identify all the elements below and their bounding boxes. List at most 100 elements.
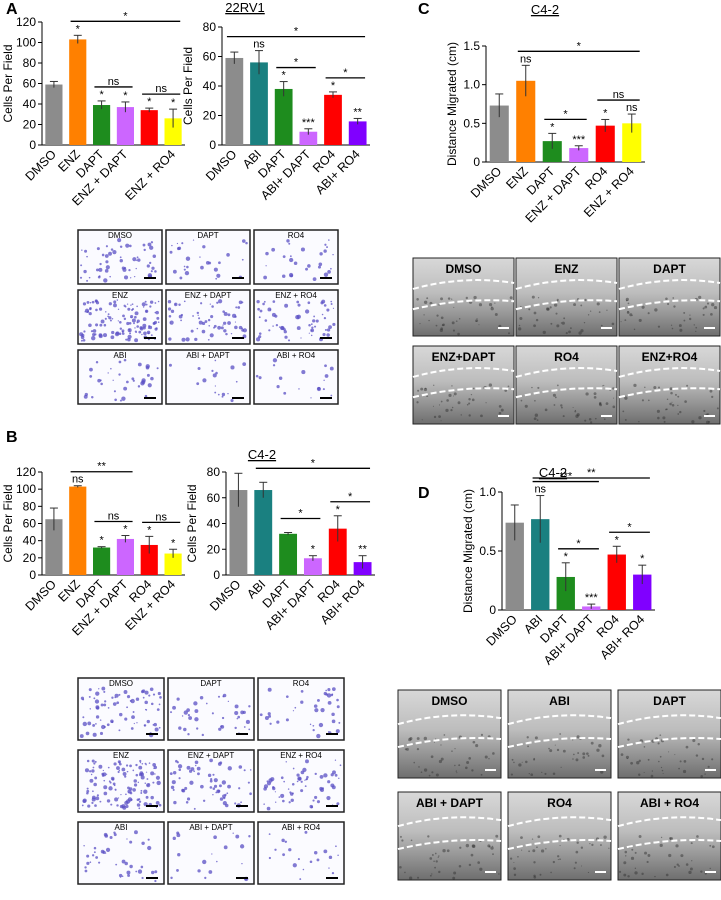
cell-speck: [102, 850, 106, 855]
cell-speck: [90, 773, 93, 776]
texture-speck: [596, 748, 600, 752]
cell-speck: [119, 804, 124, 809]
texture-speck: [709, 867, 711, 870]
cell-speck: [102, 333, 108, 338]
cell-speck: [95, 323, 99, 327]
cell-speck: [104, 269, 109, 273]
significance-label: *: [76, 23, 81, 35]
cell-speck: [336, 705, 340, 709]
texture-speck: [603, 384, 605, 387]
cell-speck: [221, 395, 224, 398]
texture-speck: [700, 774, 703, 778]
cell-speck: [323, 773, 328, 778]
cell-speck: [109, 275, 111, 278]
cell-speck: [211, 305, 214, 308]
texture-speck: [416, 298, 419, 301]
texture-speck: [534, 399, 536, 402]
texture-speck: [677, 413, 680, 415]
error-bar: [73, 485, 82, 488]
cell-speck: [259, 309, 263, 313]
texture-speck: [531, 295, 535, 299]
cell-speck: [125, 804, 129, 808]
cell-speck: [147, 332, 150, 335]
texture-speck: [668, 853, 672, 858]
texture-speck: [450, 409, 453, 412]
y-axis-label: Cells Per Field: [181, 47, 195, 125]
cell-speck: [131, 377, 135, 381]
cell-speck: [170, 309, 175, 314]
cell-speck: [326, 795, 331, 801]
cell-speck: [241, 328, 245, 332]
cell-speck: [196, 382, 200, 386]
micrograph-label: DAPT: [653, 262, 686, 276]
cell-speck: [100, 703, 104, 707]
error-bar: [230, 51, 239, 64]
cell-speck: [323, 304, 327, 307]
cell-speck: [92, 790, 94, 793]
cell-speck: [86, 279, 89, 282]
cell-speck: [127, 874, 131, 877]
y-tick-label: 40: [203, 79, 217, 93]
cell-speck: [124, 305, 127, 308]
x-tick-label: DMSO: [468, 164, 505, 201]
texture-speck: [606, 309, 608, 311]
texture-speck: [401, 839, 404, 842]
texture-speck: [440, 316, 444, 320]
cell-speck: [298, 388, 300, 390]
texture-speck: [556, 324, 560, 328]
cell-speck: [144, 782, 147, 785]
cell-speck: [144, 394, 148, 398]
texture-speck: [468, 414, 471, 417]
y-tick-label: 1.0: [463, 78, 480, 92]
texture-speck: [420, 387, 424, 391]
cell-speck: [288, 848, 292, 852]
cell-speck: [324, 243, 327, 246]
cell-speck: [258, 376, 262, 380]
cell-speck: [98, 275, 101, 278]
texture-speck: [498, 324, 502, 328]
y-tick-label: 0: [213, 568, 220, 582]
texture-speck: [671, 327, 674, 330]
chart-title: 22RV1: [225, 0, 265, 15]
cell-speck: [135, 773, 139, 777]
texture-speck: [630, 761, 634, 765]
cell-speck: [201, 329, 206, 334]
cell-speck: [241, 258, 244, 261]
texture-speck: [518, 324, 521, 327]
cell-speck: [95, 361, 99, 364]
cell-speck: [312, 277, 317, 282]
micrograph-label: DAPT: [653, 694, 686, 708]
cell-speck: [299, 878, 302, 881]
texture-speck: [423, 314, 425, 316]
cell-speck: [85, 731, 90, 736]
cell-speck: [283, 780, 285, 783]
cell-speck: [310, 806, 314, 809]
texture-speck: [405, 747, 409, 751]
texture-speck: [633, 383, 637, 388]
texture-speck: [690, 842, 693, 845]
cell-speck: [234, 726, 237, 730]
cell-speck: [98, 688, 100, 690]
cell-speck: [300, 689, 304, 693]
cell-speck: [105, 847, 111, 853]
wound-edge: [412, 367, 515, 378]
texture-speck: [552, 860, 556, 864]
texture-speck: [620, 321, 622, 323]
cell-speck: [285, 761, 287, 763]
cell-speck: [207, 773, 212, 778]
cell-speck: [278, 796, 281, 798]
cell-speck: [150, 771, 155, 776]
cell-speck: [169, 322, 171, 324]
cell-speck: [290, 274, 294, 278]
cell-speck: [304, 830, 308, 834]
texture-speck: [654, 875, 656, 878]
wound-edge: [618, 367, 721, 378]
cell-speck: [135, 331, 137, 334]
micrograph: ENZ: [515, 257, 618, 337]
texture-speck: [460, 414, 462, 416]
cell-speck: [196, 311, 200, 315]
texture-speck: [549, 749, 553, 753]
texture-speck: [458, 865, 462, 868]
cell-speck: [126, 695, 131, 699]
texture-speck: [533, 874, 536, 878]
